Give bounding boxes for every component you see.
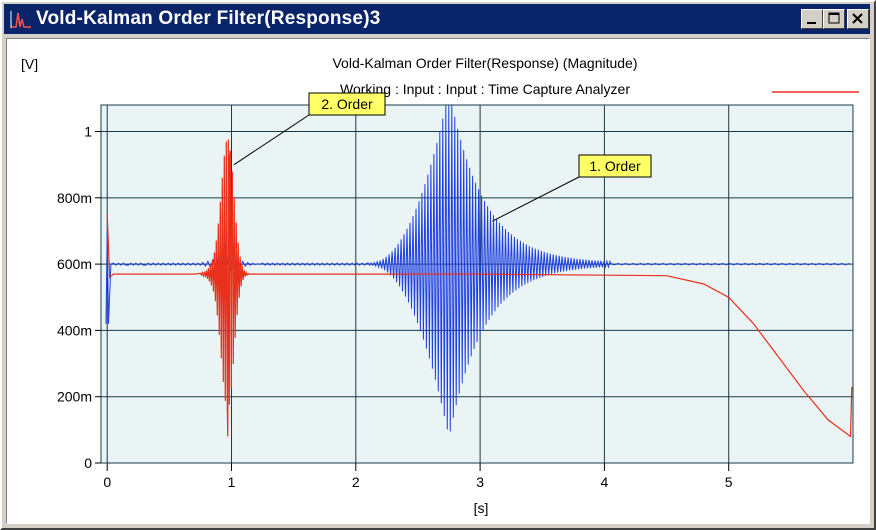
spectrum-icon: [10, 11, 31, 28]
minimize-icon: [807, 22, 816, 24]
y-tick-label: 400m: [57, 322, 92, 338]
annotation-label: 2. Order: [321, 96, 373, 112]
y-unit-label: [V]: [21, 56, 38, 72]
window-title: Vold-Kalman Order Filter(Response)3: [36, 8, 381, 29]
y-tick-label: 600m: [57, 256, 92, 272]
x-tick-label: 2: [352, 474, 360, 490]
plot-client-area: [V] Vold-Kalman Order Filter(Response) (…: [6, 38, 870, 524]
y-tick-label: 800m: [57, 190, 92, 206]
maximize-button[interactable]: [823, 9, 845, 29]
series-line-1-order[interactable]: [105, 104, 850, 432]
y-tick-label: 200m: [57, 389, 92, 405]
annotation-label: 1. Order: [589, 158, 641, 174]
series-line-2-order[interactable]: [106, 139, 853, 438]
chart-title: Vold-Kalman Order Filter(Response) (Magn…: [332, 55, 637, 71]
minimize-button[interactable]: [801, 9, 823, 29]
x-axis-label: [s]: [474, 500, 489, 516]
x-tick-label: 3: [476, 474, 484, 490]
chart-canvas[interactable]: [V] Vold-Kalman Order Filter(Response) (…: [7, 39, 869, 523]
chart-subtitle: Working : Input : Input : Time Capture A…: [340, 81, 630, 97]
annotation-leader: [492, 176, 580, 222]
x-tick-label: 5: [725, 474, 733, 490]
close-icon: [852, 13, 863, 24]
annotation-box[interactable]: [578, 154, 652, 178]
title-bar[interactable]: Vold-Kalman Order Filter(Response)3: [4, 4, 870, 34]
close-button[interactable]: [847, 9, 869, 29]
annotation-box[interactable]: [308, 92, 386, 116]
y-tick-label: 1: [84, 124, 92, 140]
x-tick-label: 4: [601, 474, 609, 490]
x-tick-label: 1: [228, 474, 236, 490]
maximize-icon: [828, 12, 840, 24]
y-tick-label: 0: [84, 455, 92, 471]
x-tick-label: 0: [103, 474, 111, 490]
annotation-leader: [233, 114, 310, 166]
